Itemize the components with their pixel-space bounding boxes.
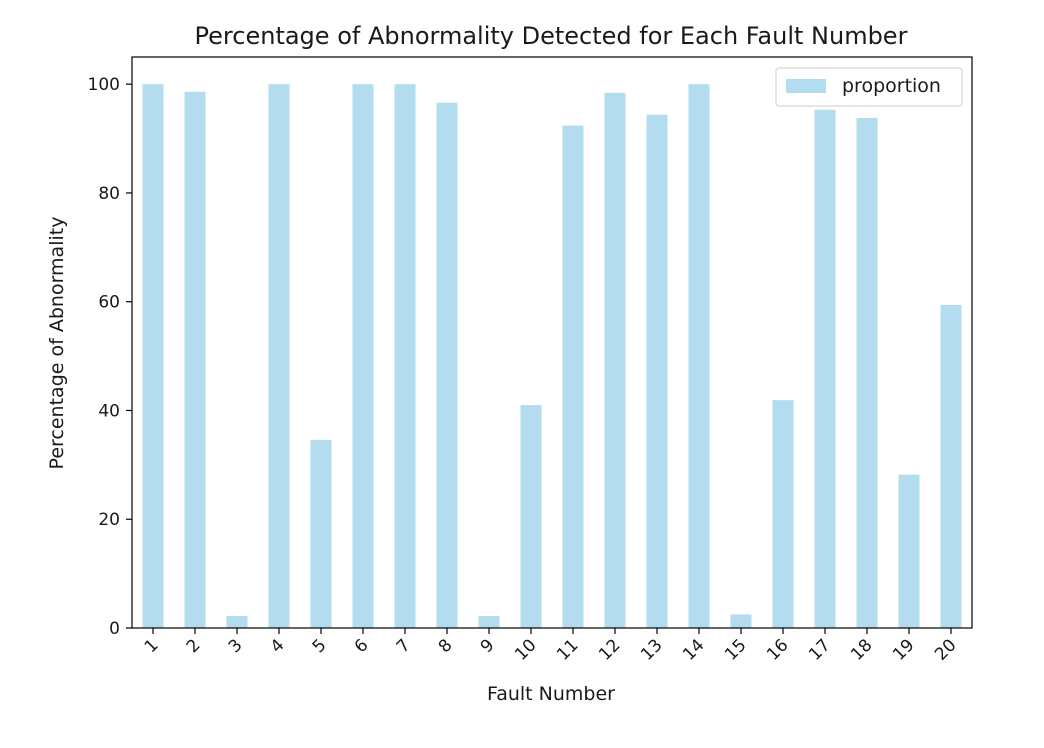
y-axis: 0 20 40 60 80 100 bbox=[88, 75, 132, 639]
bar-fault-14 bbox=[688, 84, 710, 628]
bar-fault-19 bbox=[898, 474, 920, 628]
y-tick-label: 0 bbox=[109, 619, 120, 639]
x-tick-label: 12 bbox=[595, 635, 624, 664]
x-tick-label: 10 bbox=[511, 635, 540, 664]
x-tick-label: 8 bbox=[435, 635, 457, 657]
bar-fault-18 bbox=[856, 117, 878, 628]
x-tick-label: 11 bbox=[553, 635, 582, 664]
chart-title: Percentage of Abnormality Detected for E… bbox=[195, 22, 908, 50]
bar-fault-7 bbox=[394, 84, 416, 628]
x-tick-label: 16 bbox=[763, 635, 792, 664]
x-tick-label: 2 bbox=[183, 635, 205, 657]
legend-label-proportion: proportion bbox=[842, 75, 941, 97]
x-axis: 1 2 3 4 5 6 7 8 9 10 11 12 13 14 15 16 17 18 19 20 bbox=[141, 628, 961, 665]
x-tick-label: 1 bbox=[141, 635, 163, 657]
bar-fault-8 bbox=[436, 102, 458, 629]
x-tick-label: 6 bbox=[351, 635, 373, 657]
x-axis-label: Fault Number bbox=[487, 683, 615, 705]
x-tick-label: 4 bbox=[267, 635, 289, 657]
x-tick-label: 20 bbox=[931, 635, 960, 664]
bar-fault-6 bbox=[352, 84, 374, 628]
x-tick-label: 3 bbox=[225, 635, 247, 657]
plot-frame bbox=[131, 56, 973, 629]
bar-fault-17 bbox=[814, 109, 836, 629]
x-tick-label: 17 bbox=[805, 635, 834, 664]
x-tick-label: 9 bbox=[477, 635, 499, 657]
x-tick-label: 15 bbox=[721, 635, 750, 664]
x-tick-label: 5 bbox=[309, 635, 331, 657]
legend-swatch-proportion bbox=[786, 79, 826, 93]
bar-fault-11 bbox=[562, 125, 584, 629]
bar-fault-15 bbox=[730, 614, 752, 628]
bar-fault-4 bbox=[268, 84, 290, 628]
x-tick-label: 18 bbox=[847, 635, 876, 664]
x-tick-label: 14 bbox=[679, 635, 708, 664]
bar-fault-12 bbox=[604, 92, 626, 629]
x-tick-label: 19 bbox=[889, 635, 918, 664]
bar-fault-2 bbox=[184, 91, 206, 628]
y-tick-label: 100 bbox=[88, 75, 120, 95]
bar-fault-10 bbox=[520, 405, 542, 628]
bar-fault-20 bbox=[940, 304, 962, 628]
y-tick-label: 20 bbox=[98, 510, 120, 530]
bar-fault-9 bbox=[478, 616, 500, 628]
legend-box bbox=[775, 67, 963, 107]
y-tick-label: 80 bbox=[98, 184, 120, 204]
y-tick-label: 60 bbox=[98, 293, 120, 313]
x-tick-label: 7 bbox=[393, 635, 415, 657]
bar-fault-1 bbox=[142, 84, 164, 628]
y-axis-label: Percentage of Abnormality bbox=[46, 217, 68, 470]
x-tick-label: 13 bbox=[637, 635, 666, 664]
legend: proportion bbox=[775, 67, 963, 107]
y-tick-label: 40 bbox=[98, 401, 120, 421]
bar-fault-13 bbox=[646, 114, 668, 629]
bar-fault-16 bbox=[772, 400, 794, 628]
bars-group bbox=[142, 84, 962, 629]
bar-fault-3 bbox=[226, 616, 248, 628]
bar-fault-5 bbox=[310, 439, 332, 628]
